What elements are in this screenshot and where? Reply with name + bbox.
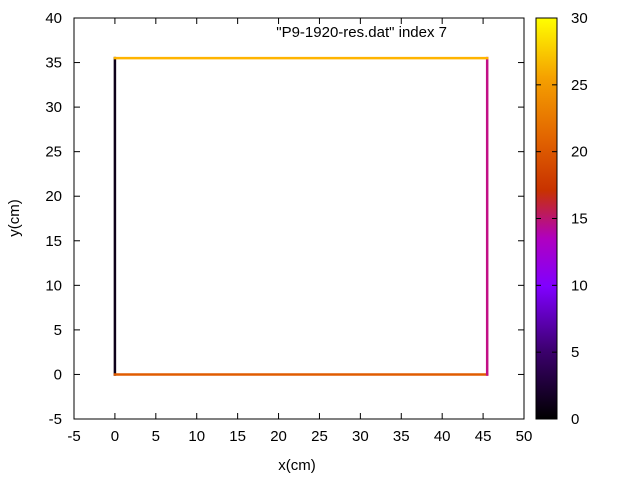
x-tick-label: 25	[311, 428, 328, 445]
x-axis-label: x(cm)	[278, 457, 316, 474]
y-tick-label: 40	[45, 10, 62, 27]
y-tick-label: 15	[45, 233, 62, 250]
x-tick-label: 35	[393, 428, 410, 445]
colorbar-tick-label: 15	[571, 211, 588, 228]
y-tick-label: 20	[45, 188, 62, 205]
colorbar-tick-label: 10	[571, 277, 588, 294]
plot-marks	[113, 56, 489, 376]
x-tick-label: 40	[434, 428, 451, 445]
y-tick-label: -5	[49, 411, 62, 428]
x-tick-label: 5	[152, 428, 160, 445]
y-ticks: -5 0 5 10 15 20 25 30 35 40	[45, 10, 524, 428]
colorbar-tick-label: 0	[571, 411, 579, 428]
x-tick-label: 20	[270, 428, 287, 445]
y-tick-label: 0	[54, 366, 62, 383]
x-tick-label: 45	[475, 428, 492, 445]
colorbar-tick-label: 5	[571, 344, 579, 361]
x-tick-label: 15	[229, 428, 246, 445]
colorbar-tick-label: 25	[571, 77, 588, 94]
x-tick-label: 30	[352, 428, 369, 445]
plot-frame	[73, 17, 525, 420]
colorbar-tick-label: 20	[571, 144, 588, 161]
y-tick-label: 5	[54, 322, 62, 339]
y-tick-label: 25	[45, 144, 62, 161]
y-tick-label: 10	[45, 277, 62, 294]
x-tick-label: 0	[111, 428, 119, 445]
colorbar-tick-label: 30	[571, 10, 588, 27]
y-tick-label: 35	[45, 55, 62, 72]
x-tick-label: -5	[67, 428, 80, 445]
y-axis-label: y(cm)	[6, 199, 23, 237]
x-tick-label: 10	[188, 428, 205, 445]
legend-label: "P9-1920-res.dat" index 7	[276, 24, 447, 41]
colorbar-ticks: 0 5 10 15 20 25 30	[536, 10, 588, 428]
x-ticks: -5 0 5 10 15 20 25 30 35 40 45 50	[67, 18, 532, 445]
y-tick-label: 30	[45, 99, 62, 116]
x-tick-label: 50	[516, 428, 533, 445]
